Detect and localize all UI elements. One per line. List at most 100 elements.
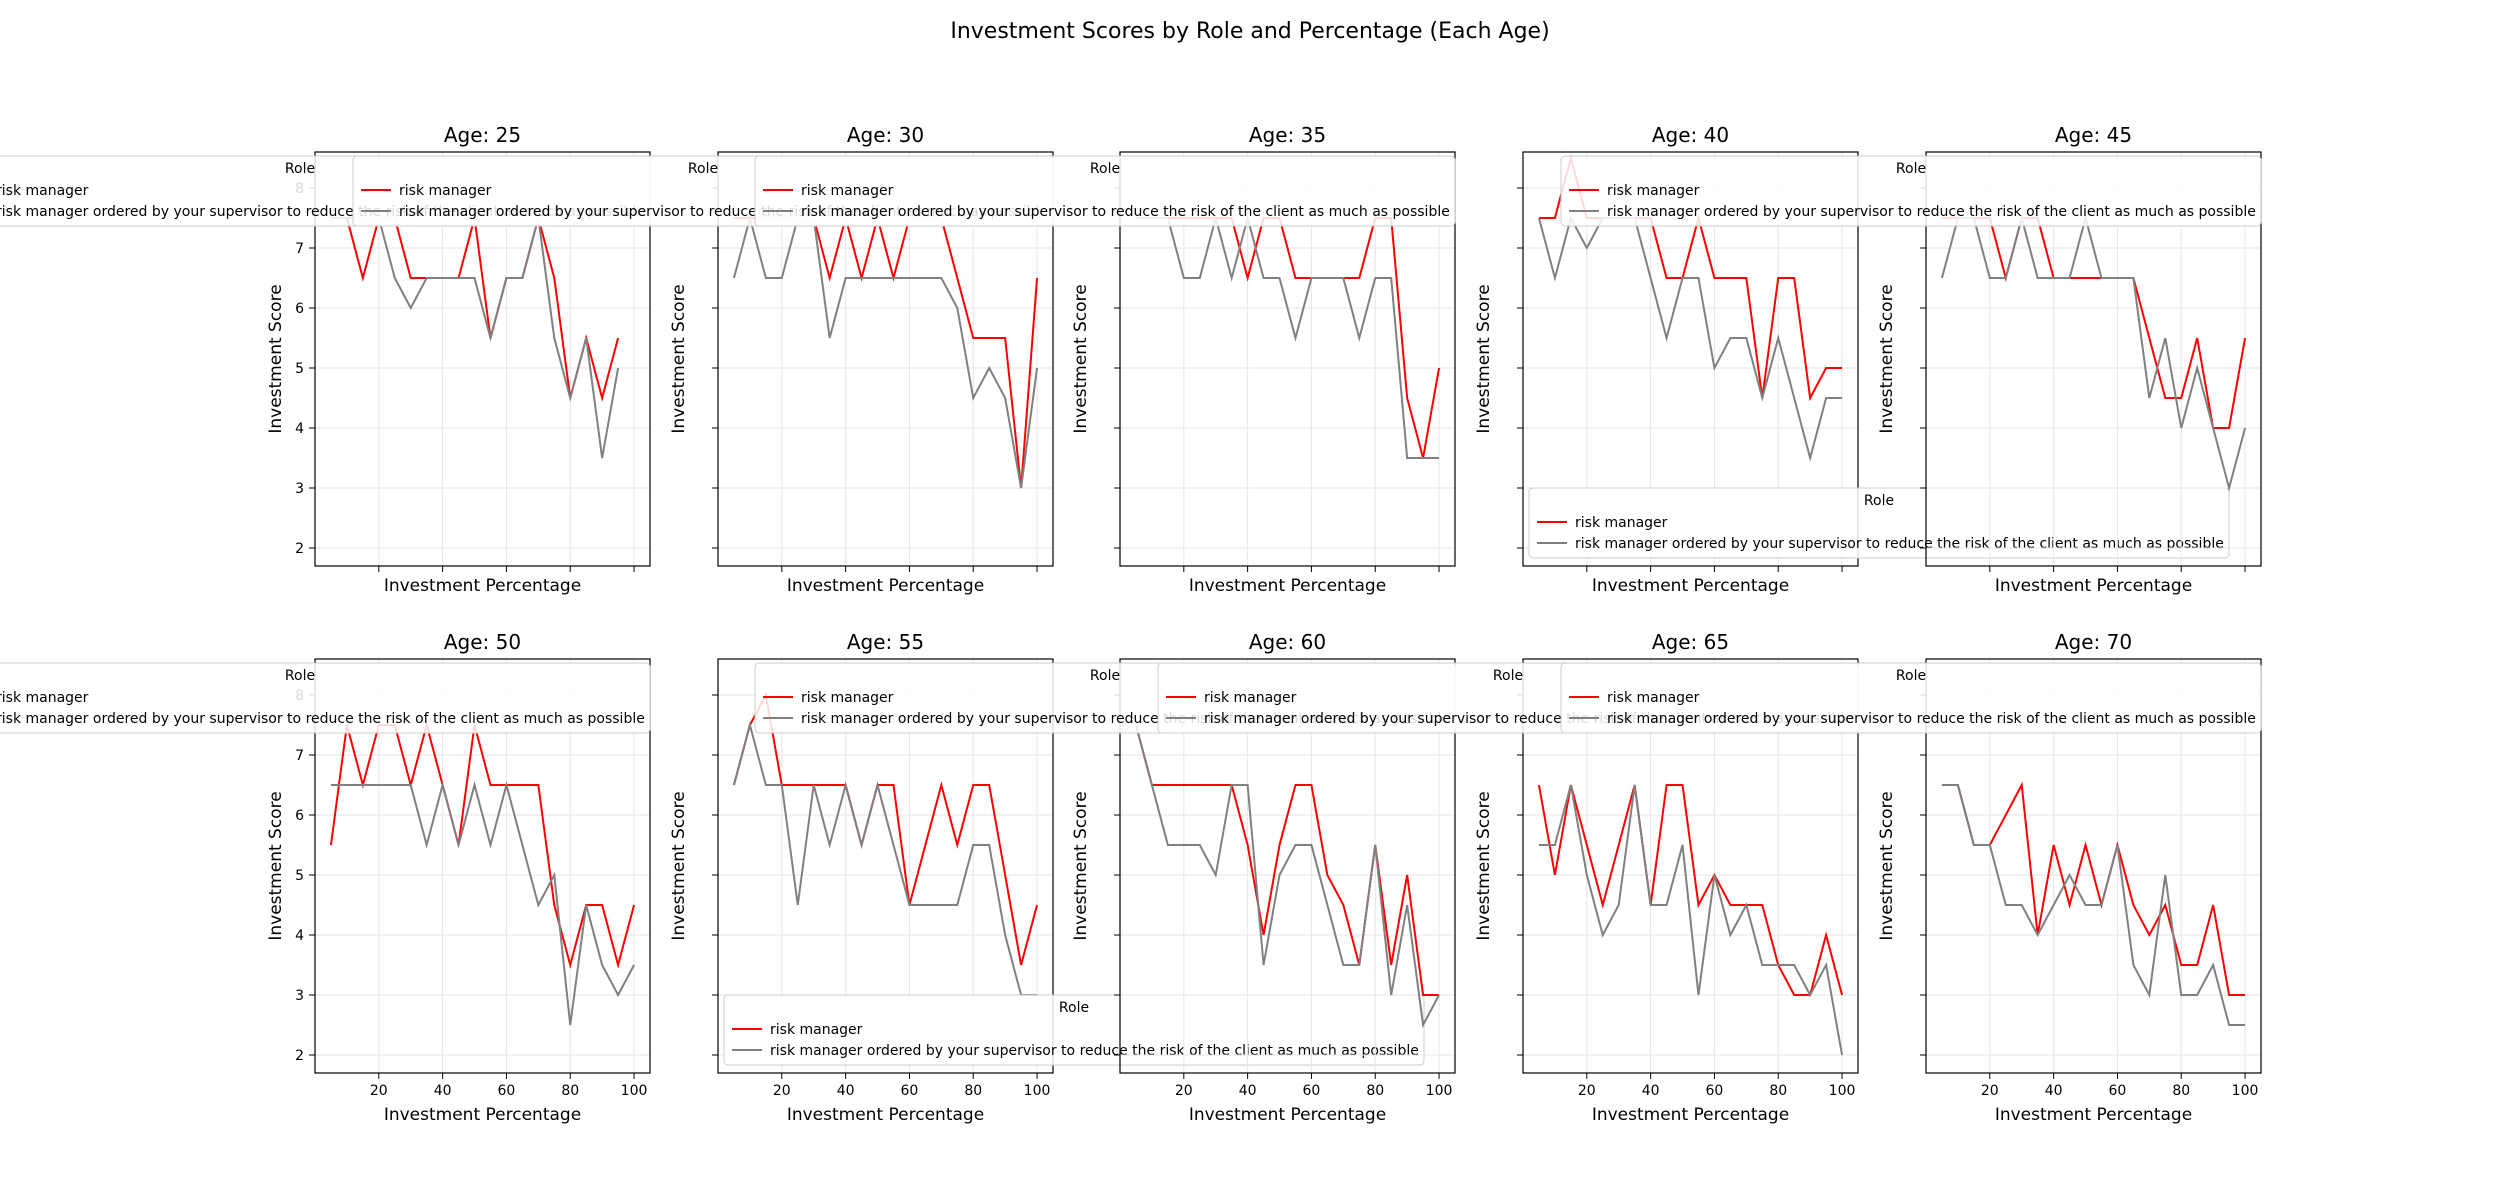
x-tick-label: 20: [1578, 1083, 1596, 1099]
series-line-risk-manager: [1941, 781, 2246, 996]
x-axis-label: Investment Percentage: [1189, 576, 1386, 596]
x-tick-label: 20: [370, 1083, 388, 1099]
y-axis-label: Investment Score: [266, 791, 286, 940]
x-tick-label: 60: [901, 1083, 919, 1099]
figure-title: Investment Scores by Role and Percentage…: [950, 19, 1549, 44]
x-axis-label: Investment Percentage: [1592, 576, 1789, 596]
legend-title: Role: [1896, 668, 1926, 684]
legend: Role risk manager risk manager ordered by …: [1560, 155, 2262, 227]
panel-title: Age: 65: [1652, 630, 1729, 654]
axes-frame: [1522, 658, 1859, 1074]
legend: Role risk manager risk manager ordered by …: [1560, 662, 2262, 734]
legend-title: Role: [1090, 161, 1120, 177]
legend-box: [1560, 155, 2262, 227]
legend-entry-label: risk manager: [399, 183, 492, 199]
series-line-ordered-by-supervisor: [1940, 214, 2247, 492]
series-line-ordered-by-supervisor: [732, 721, 1038, 996]
legend: Role risk manager risk manager ordered by …: [723, 994, 1425, 1066]
x-tick-label: 20: [773, 1083, 791, 1099]
y-tick-label: 5: [295, 868, 304, 884]
y-axis-label: Investment Score: [1474, 791, 1494, 940]
series-line-ordered-by-supervisor: [1537, 215, 1843, 462]
panel-title: Age: 45: [2055, 123, 2132, 147]
x-tick-label: 100: [2232, 1083, 2259, 1099]
y-tick-label: 6: [295, 301, 304, 317]
subplot-panel: 20 40 60 80 100 Age: 55 Investment Percentage I…: [669, 630, 1425, 1125]
x-tick-label: 80: [964, 1083, 982, 1099]
series-line-ordered-by-supervisor: [1134, 724, 1440, 1029]
legend-title: Role: [688, 161, 718, 177]
x-axis-label: Investment Percentage: [1995, 1105, 2192, 1125]
y-tick-label: 3: [295, 481, 304, 497]
series-line-ordered-by-supervisor: [1538, 784, 1844, 1056]
x-tick-label: 80: [1769, 1083, 1787, 1099]
legend-box: [723, 994, 1425, 1066]
subplot-panel: 20 40 60 80 100 Age: 70 Investment Percentage I…: [1560, 630, 2262, 1125]
y-axis-label: Investment Score: [669, 791, 689, 940]
x-tick-label: 80: [2172, 1083, 2190, 1099]
x-tick-label: 40: [1239, 1083, 1257, 1099]
legend-entry-label: risk manager ordered by your supervisor …: [0, 711, 645, 727]
x-tick-label: 80: [561, 1083, 579, 1099]
panel-title: Age: 40: [1652, 123, 1729, 147]
legend-entry-label: risk manager ordered by your supervisor …: [801, 204, 1450, 220]
series-line-ordered-by-supervisor: [1135, 214, 1440, 459]
y-axis-label: Investment Score: [1071, 284, 1091, 433]
legend-box: [754, 155, 1456, 227]
x-tick-label: 60: [1706, 1083, 1724, 1099]
panel-title: Age: 60: [1249, 630, 1326, 654]
legend-title: Role: [285, 668, 315, 684]
legend-title: Role: [1493, 668, 1523, 684]
legend-entry-label: risk manager ordered by your supervisor …: [1607, 204, 2256, 220]
axes-frame: [314, 658, 651, 1074]
panel-title: Age: 70: [2055, 630, 2132, 654]
x-axis-label: Investment Percentage: [384, 576, 581, 596]
y-tick-label: 2: [295, 1048, 304, 1064]
x-tick-label: 100: [1426, 1083, 1453, 1099]
legend-entry-label: risk manager: [0, 183, 89, 199]
axes-frame: [314, 151, 651, 567]
legend-title: Role: [1896, 161, 1926, 177]
y-tick-label: 6: [295, 808, 304, 824]
legend: Role risk manager risk manager ordered by …: [0, 662, 651, 734]
x-tick-label: 60: [2109, 1083, 2127, 1099]
series-line-risk-manager: [1537, 784, 1844, 996]
y-tick-label: 5: [295, 361, 304, 377]
y-tick-label: 3: [295, 988, 304, 1004]
legend-entry-label: risk manager ordered by your supervisor …: [1607, 711, 2256, 727]
legend-title: Role: [285, 161, 315, 177]
legend-entry-label: risk manager: [770, 1022, 863, 1038]
axes-frame: [1925, 658, 2262, 1074]
y-axis-label: Investment Score: [1474, 284, 1494, 433]
legend: Role risk manager risk manager ordered by …: [754, 155, 1456, 227]
x-tick-label: 100: [1829, 1083, 1856, 1099]
axes-frame: [1119, 151, 1456, 567]
x-tick-label: 20: [1175, 1083, 1193, 1099]
legend-entry-label: risk manager: [1607, 183, 1700, 199]
y-axis-label: Investment Score: [669, 284, 689, 433]
subplot-panel: Age: 45 Investment Percentage Investment S…: [1560, 123, 2262, 596]
x-tick-label: 40: [837, 1083, 855, 1099]
series-line-ordered-by-supervisor: [1941, 784, 2246, 1026]
series-line-ordered-by-supervisor: [732, 214, 1039, 489]
x-tick-label: 40: [434, 1083, 452, 1099]
y-tick-label: 4: [295, 928, 304, 944]
legend-entry-label: risk manager: [1204, 690, 1297, 706]
x-tick-label: 20: [1981, 1083, 1999, 1099]
legend-entry-label: risk manager ordered by your supervisor …: [770, 1043, 1419, 1059]
x-tick-label: 60: [1303, 1083, 1321, 1099]
axes-frame: [717, 151, 1054, 567]
x-axis-label: Investment Percentage: [1189, 1105, 1386, 1125]
y-tick-label: 4: [295, 421, 304, 437]
axes-frame: [1925, 151, 2262, 567]
x-tick-label: 80: [1366, 1083, 1384, 1099]
x-tick-label: 100: [621, 1083, 648, 1099]
legend-title: Role: [1059, 1000, 1089, 1016]
x-axis-label: Investment Percentage: [1995, 576, 2192, 596]
legend-entry-label: risk manager: [801, 183, 894, 199]
legend-entry-label: risk manager: [801, 690, 894, 706]
panel-title: Age: 55: [847, 630, 924, 654]
axes-frame: [1522, 151, 1859, 567]
